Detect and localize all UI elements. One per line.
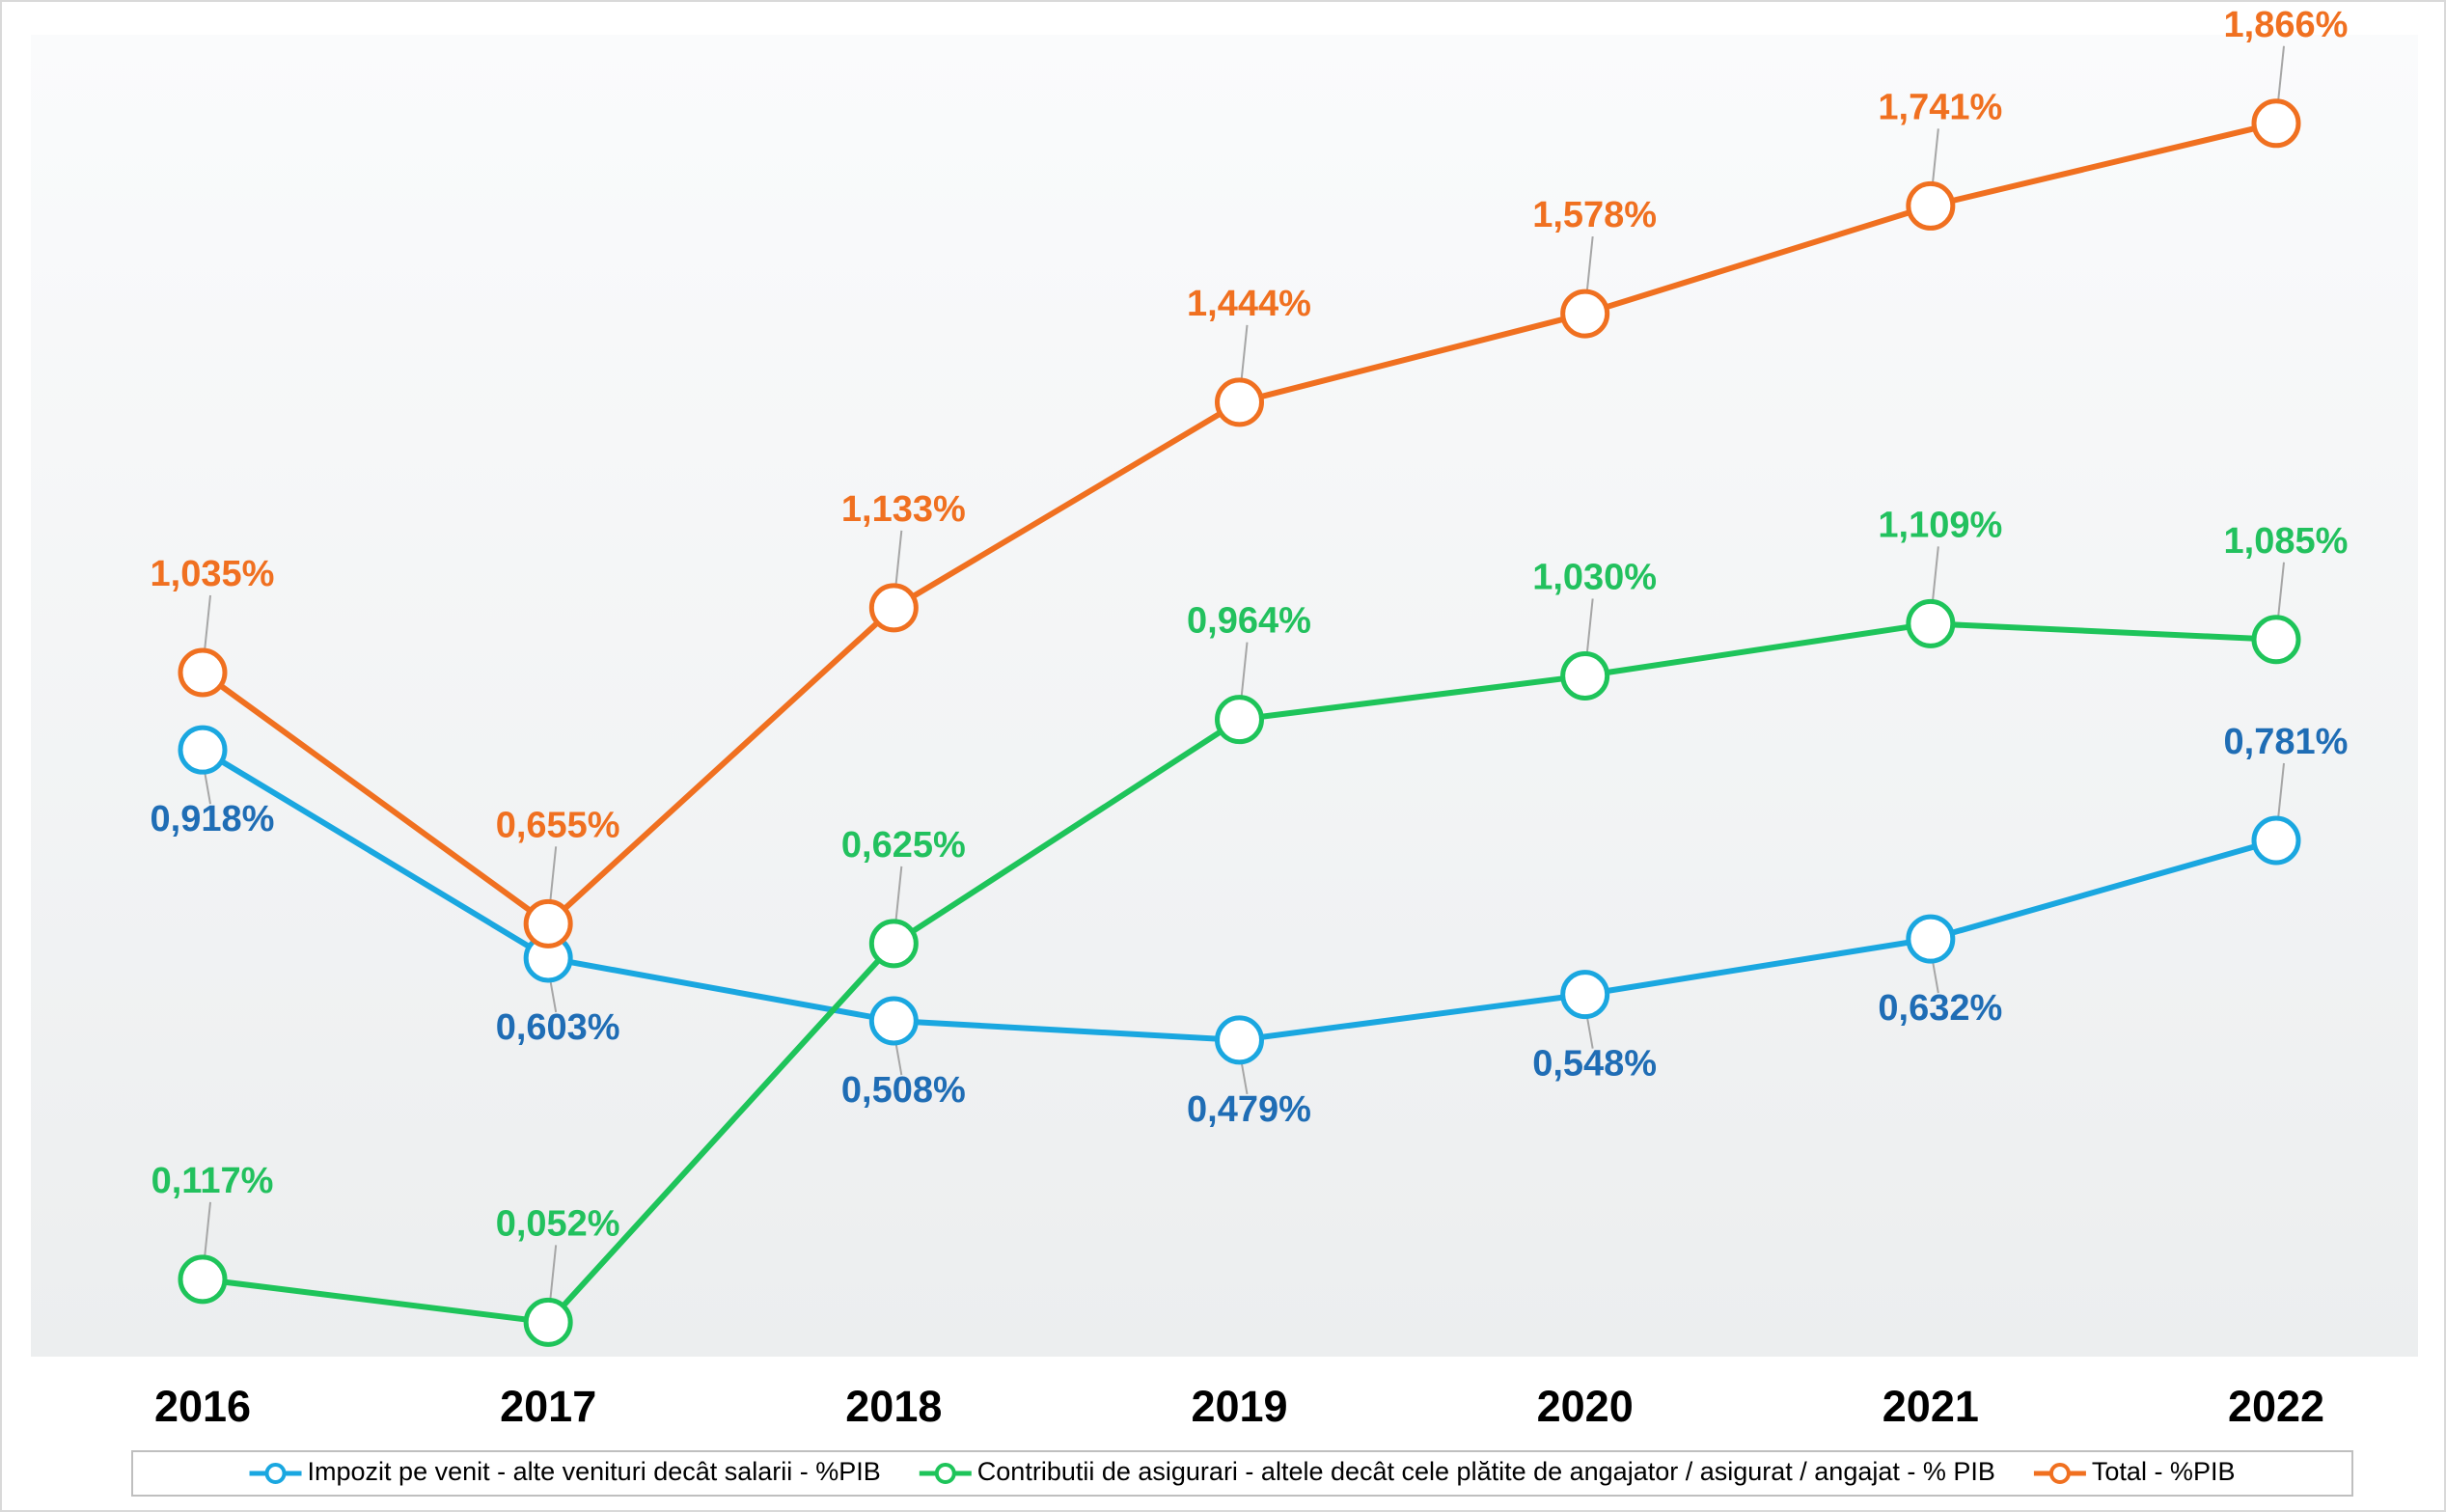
x-tick-label: 2018 — [845, 1382, 942, 1431]
marker — [1906, 914, 1956, 964]
data-label: 0,052% — [496, 1203, 620, 1244]
data-label: 0,781% — [2224, 722, 2349, 762]
data-label: 1,109% — [1878, 505, 2002, 545]
leader-line — [1240, 1060, 1249, 1095]
leader-line — [204, 594, 211, 652]
data-label: 0,117% — [151, 1161, 274, 1201]
marker — [1906, 180, 1956, 231]
marker — [178, 1254, 228, 1305]
marker — [2251, 815, 2301, 866]
marker — [1560, 650, 1610, 701]
data-label: 1,578% — [1532, 195, 1657, 235]
marker — [1906, 598, 1956, 648]
marker — [1215, 1015, 1264, 1065]
leader-line — [2277, 45, 2285, 102]
data-label: 0,918% — [151, 799, 275, 839]
legend-symbol — [264, 1463, 287, 1484]
data-label: 0,625% — [841, 825, 966, 866]
data-label: 0,632% — [1878, 988, 2002, 1029]
leader-line — [1931, 959, 1939, 994]
data-label: 0,548% — [1532, 1044, 1657, 1085]
marker — [2251, 98, 2301, 149]
leader-line — [2277, 562, 2285, 619]
leader-line — [1240, 642, 1249, 699]
marker — [523, 898, 573, 948]
marker — [1215, 695, 1264, 745]
marker — [868, 583, 919, 633]
leader-line — [1931, 128, 1939, 185]
leader-line — [549, 1245, 558, 1302]
data-label: 1,030% — [1532, 557, 1657, 597]
leader-line — [1585, 598, 1594, 655]
leader-line — [2277, 762, 2285, 820]
marker — [178, 647, 228, 698]
leader-line — [894, 1041, 903, 1076]
x-tick-label: 2019 — [1191, 1382, 1287, 1431]
leader-line — [894, 866, 903, 922]
legend-label: Impozit pe venit - alte venituri decât s… — [308, 1457, 881, 1486]
legend-label: Contributii de asigurari - altele decât … — [977, 1457, 1995, 1486]
legend-label: Total - %PIB — [2092, 1457, 2236, 1486]
leader-line — [1240, 324, 1249, 381]
leader-line — [549, 846, 558, 903]
leader-line — [204, 1201, 211, 1258]
marker — [2251, 615, 2301, 665]
marker — [1215, 377, 1264, 427]
data-label: 0,479% — [1187, 1089, 1311, 1130]
data-label: 1,035% — [151, 554, 275, 594]
marker — [523, 1297, 573, 1347]
legend — [131, 1450, 2353, 1497]
leader-line — [1585, 1015, 1594, 1049]
data-label: 0,655% — [496, 805, 620, 845]
x-tick-label: 2022 — [2228, 1382, 2324, 1431]
leader-line — [1585, 235, 1594, 293]
data-label: 0,964% — [1187, 601, 1311, 642]
x-tick-label: 2020 — [1537, 1382, 1634, 1431]
marker — [178, 725, 228, 775]
legend-symbol — [934, 1463, 956, 1484]
data-label: 0,508% — [841, 1070, 966, 1111]
legend-symbol — [2048, 1463, 2071, 1484]
data-label: 1,133% — [841, 489, 966, 530]
plot-area — [31, 35, 2418, 1357]
data-label: 0,603% — [496, 1007, 620, 1048]
data-label: 1,444% — [1187, 284, 1311, 324]
x-tick-label: 2016 — [154, 1382, 251, 1431]
x-tick-label: 2021 — [1883, 1382, 1979, 1431]
marker — [1560, 970, 1610, 1020]
leader-line — [894, 530, 903, 587]
marker — [1560, 289, 1610, 339]
leader-line — [204, 770, 211, 805]
data-label: 1,741% — [1878, 87, 2002, 127]
leader-line — [1931, 546, 1939, 603]
data-label: 1,085% — [2224, 521, 2349, 562]
marker — [868, 996, 919, 1046]
data-label: 1,866% — [2224, 5, 2349, 45]
leader-line — [549, 978, 558, 1013]
x-tick-label: 2017 — [500, 1382, 596, 1431]
marker — [868, 919, 919, 969]
